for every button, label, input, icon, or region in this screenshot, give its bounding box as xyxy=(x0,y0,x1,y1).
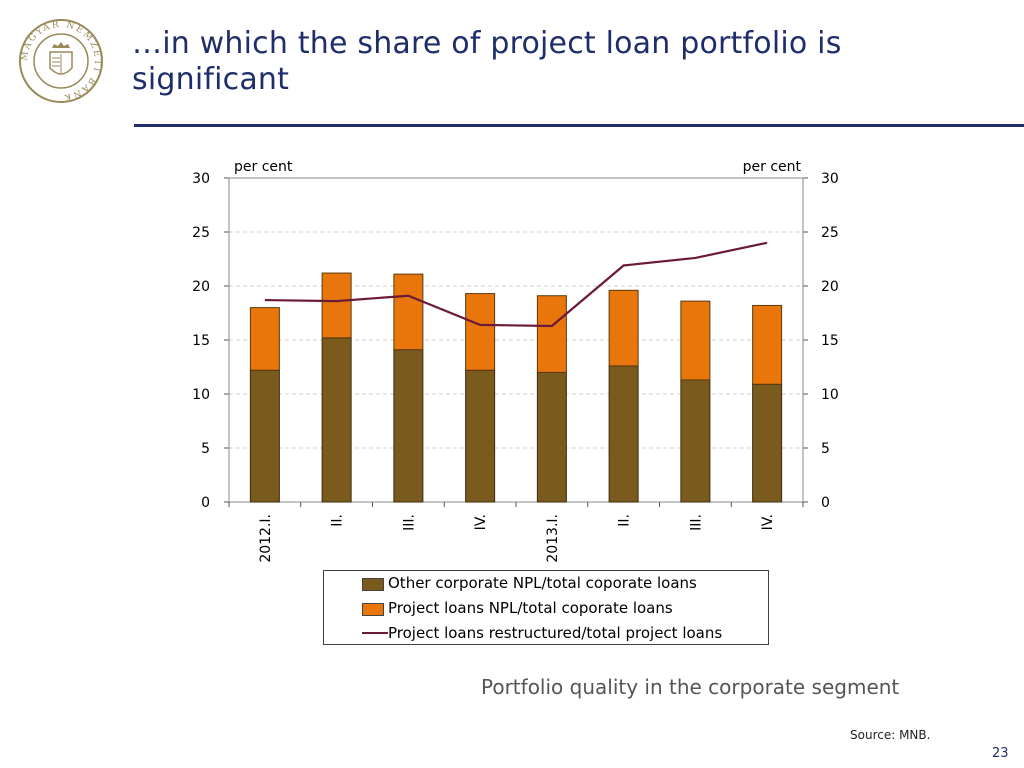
y-tick-label-right: 5 xyxy=(821,441,830,457)
bar-project-npl xyxy=(249,307,280,371)
coat-of-arms-icon xyxy=(49,42,73,75)
bar-other-npl xyxy=(536,371,567,503)
y-tick-label-right: 10 xyxy=(821,387,839,403)
y-tick-label-left: 25 xyxy=(192,225,210,241)
y-axis-label-right: per cent xyxy=(743,159,802,175)
legend-label-other-npl: Other corporate NPL/total coporate loans xyxy=(388,574,697,592)
bar-project-npl xyxy=(680,300,711,381)
bar-project-npl xyxy=(465,293,496,371)
y-tick-label-right: 25 xyxy=(821,225,839,241)
bar-project-npl xyxy=(608,289,639,367)
page-number: 23 xyxy=(992,746,1009,761)
y-axis-label-left: per cent xyxy=(234,159,293,175)
y-tick-label-right: 0 xyxy=(821,495,830,511)
legend-label-restructured: Project loans restructured/total project… xyxy=(388,624,723,642)
x-tick-label: 2012.I. xyxy=(258,514,274,563)
x-tick-label: III. xyxy=(401,514,417,531)
bar-other-npl xyxy=(680,379,711,503)
bar-other-npl xyxy=(608,365,639,503)
line-restructured xyxy=(264,241,768,328)
x-tick-label: II. xyxy=(330,514,346,527)
x-tick-label: IV. xyxy=(760,514,776,530)
bar-project-npl xyxy=(321,272,352,339)
legend-label-project-npl: Project loans NPL/total coporate loans xyxy=(388,599,673,617)
bar-other-npl xyxy=(752,383,783,503)
y-tick-label-right: 30 xyxy=(821,171,839,187)
y-tick-label-right: 20 xyxy=(821,279,839,295)
y-tick-label-left: 15 xyxy=(192,333,210,349)
source-note: Source: MNB. xyxy=(850,728,931,742)
y-tick-label-left: 0 xyxy=(201,495,210,511)
x-tick-label: II. xyxy=(617,514,633,527)
x-tick-label: IV. xyxy=(473,514,489,530)
bar-project-npl xyxy=(393,273,424,351)
y-tick-label-left: 10 xyxy=(192,387,210,403)
x-tick-label: 2013.I. xyxy=(545,514,561,563)
chart-legend: Other corporate NPL/total coporate loans… xyxy=(323,570,769,645)
chart-caption: Portfolio quality in the corporate segme… xyxy=(481,675,900,699)
bar-other-npl xyxy=(321,337,352,503)
x-tick-label: III. xyxy=(688,514,704,531)
legend-line-restructured xyxy=(362,632,388,634)
y-tick-label-right: 15 xyxy=(821,333,839,349)
legend-swatch-other-npl xyxy=(362,578,384,591)
bar-other-npl xyxy=(249,369,280,503)
legend-swatch-project-npl xyxy=(362,603,384,616)
page-title: …in which the share of project loan port… xyxy=(132,26,842,97)
y-tick-label-left: 20 xyxy=(192,279,210,295)
bar-other-npl xyxy=(393,349,424,503)
bar-other-npl xyxy=(465,369,496,503)
mnb-logo: MAGYAR NEMZETI BANK xyxy=(19,19,103,103)
bar-project-npl xyxy=(536,295,567,373)
y-tick-label-left: 5 xyxy=(201,441,210,457)
bar-project-npl xyxy=(752,304,783,385)
y-tick-label-left: 30 xyxy=(192,171,210,187)
title-divider xyxy=(134,124,1024,127)
